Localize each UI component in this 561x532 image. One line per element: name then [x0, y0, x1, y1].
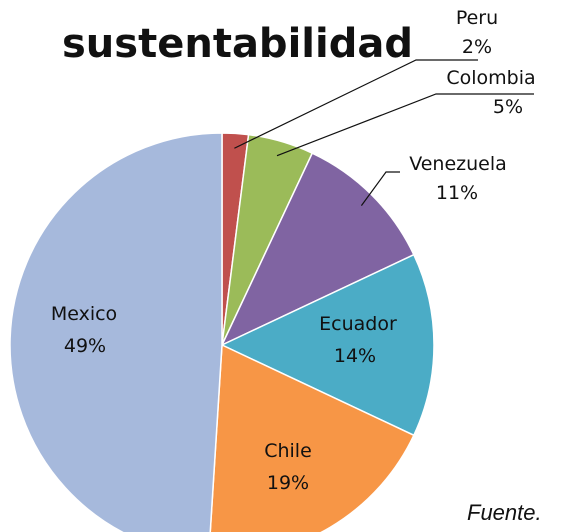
pie-slice-ecuador [220, 253, 435, 437]
source-note: Fuente. [467, 500, 542, 525]
leader-line-peru [234, 59, 478, 149]
slice-label-venezuela: Venezuela [409, 153, 507, 175]
chart-title: sustentabilidad [62, 21, 413, 67]
leader-lines [234, 59, 534, 206]
data-labels: Peru 2% Colombia 5% Venezuela 11% Ecuador 14% Ch… [51, 7, 536, 494]
slice-value-chile: 19% [267, 472, 309, 494]
slice-value-venezuela: 11% [436, 182, 478, 204]
leader-line-venezuela [360, 171, 400, 206]
slice-label-peru: Peru [456, 7, 498, 29]
slice-label-colombia: Colombia [446, 67, 535, 89]
pie-slices [9, 132, 435, 532]
slice-label-ecuador: Ecuador [319, 313, 397, 335]
slice-value-mexico: 49% [64, 335, 106, 357]
slice-label-chile: Chile [264, 440, 312, 462]
pie-slice-chile [209, 343, 415, 532]
slice-label-mexico: Mexico [51, 303, 117, 325]
pie-slice-mexico [9, 132, 223, 532]
leader-line-colombia [276, 93, 534, 157]
slice-value-peru: 2% [462, 36, 492, 58]
pie-slice-venezuela [220, 152, 415, 347]
slice-value-ecuador: 14% [334, 345, 376, 367]
slice-value-colombia: 5% [493, 96, 523, 118]
